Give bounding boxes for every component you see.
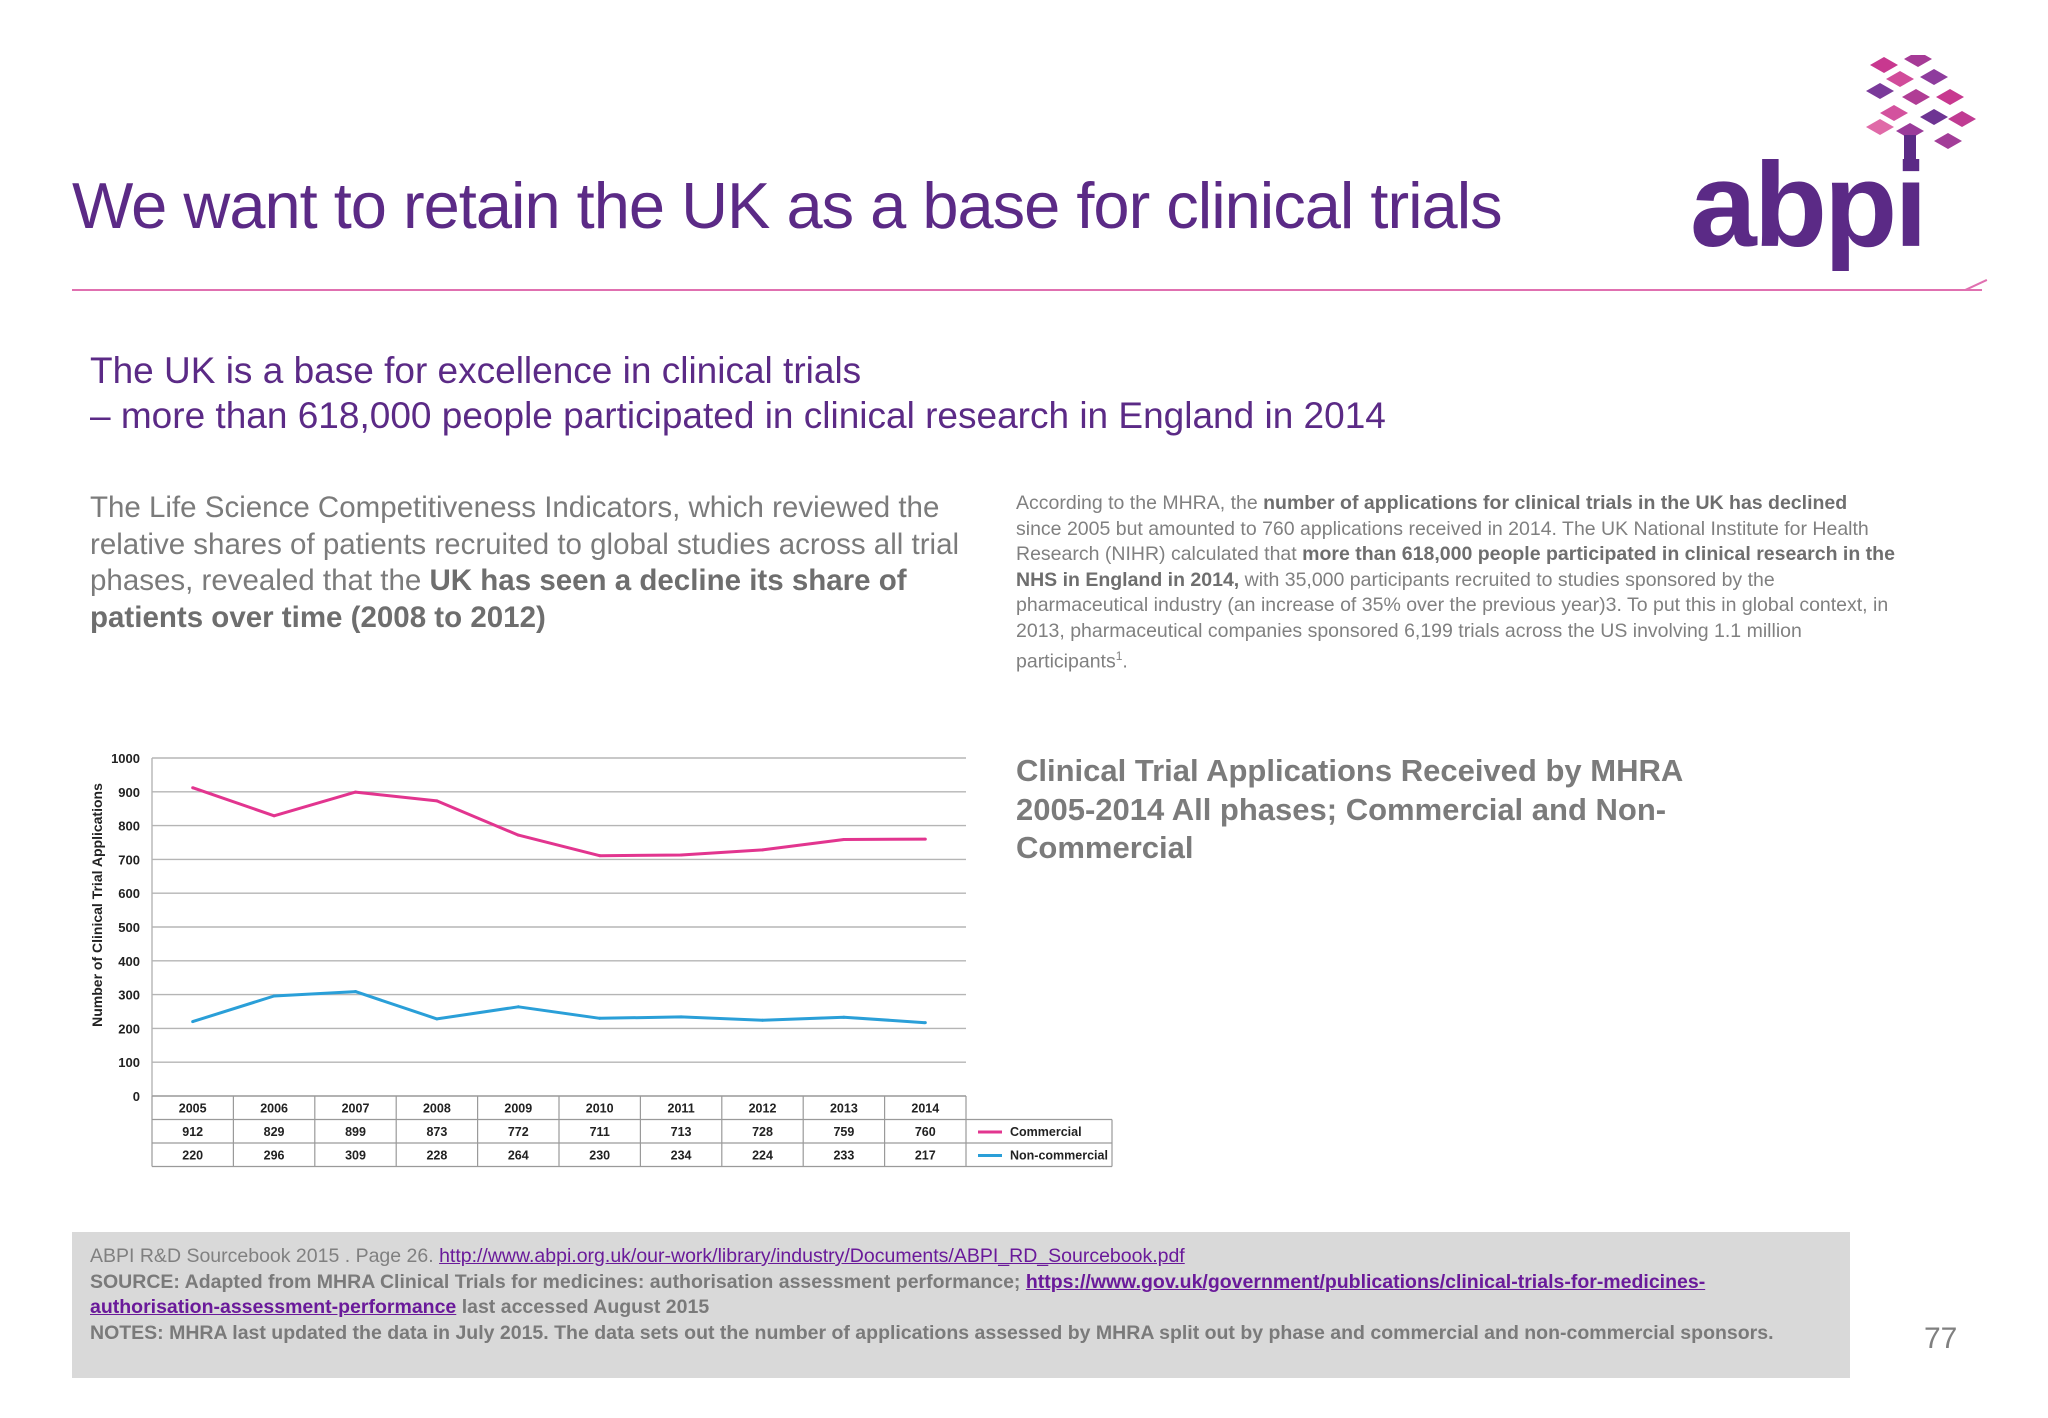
page-title: We want to retain the UK as a base for c… <box>72 169 1503 242</box>
subheading-line-1: The UK is a base for excellence in clini… <box>90 350 862 391</box>
data-point-commercial <box>272 814 276 818</box>
right-paragraph: According to the MHRA, the number of app… <box>1016 491 1896 675</box>
data-label: 711 <box>590 1125 610 1139</box>
data-label: 217 <box>915 1149 936 1163</box>
y-tick-label: 700 <box>118 852 140 867</box>
footer-ref-text: ABPI R&D Sourcebook 2015 . Page 26. <box>90 1245 440 1267</box>
data-point-commercial <box>354 790 357 794</box>
data-point-non-commercial <box>761 1018 764 1022</box>
data-label: 309 <box>345 1149 366 1163</box>
data-label: 264 <box>508 1149 529 1163</box>
y-tick-label: 800 <box>118 819 140 834</box>
right-text-4: . <box>1122 650 1128 673</box>
footer-source-tail: last accessed August 2015 <box>456 1296 710 1318</box>
x-tick-label: 2013 <box>830 1102 858 1116</box>
data-point-commercial <box>435 799 439 803</box>
x-tick-label: 2014 <box>911 1102 939 1116</box>
data-point-non-commercial <box>435 1017 439 1021</box>
right-footnote-ref: 1 <box>1115 649 1123 663</box>
chart-y-axis-label: Number of Clinical Trial Applications <box>89 783 105 1027</box>
footer-source-text: SOURCE: Adapted from MHRA Clinical Trial… <box>90 1270 1026 1293</box>
data-label: 234 <box>671 1149 692 1163</box>
logo-text: abpi <box>1690 138 1928 272</box>
data-label: 760 <box>915 1125 936 1139</box>
left-paragraph-text: The Life Science Competitiveness Indicat… <box>90 491 960 597</box>
x-tick-label: 2005 <box>179 1102 207 1116</box>
left-paragraph: The Life Science Competitiveness Indicat… <box>90 490 995 636</box>
x-tick-label: 2012 <box>749 1102 777 1116</box>
line-chart: 0 100 200 300 400 500 600 700 800 900 1000 Number … <box>89 751 1113 1168</box>
data-label: 713 <box>671 1125 692 1139</box>
data-point-commercial <box>842 837 846 841</box>
header-divider <box>72 289 1982 291</box>
x-tick-label: 2007 <box>342 1102 370 1116</box>
abpi-logo: abpi <box>1690 55 1990 270</box>
data-label: 772 <box>508 1125 529 1139</box>
page-number: 77 <box>1924 1322 1958 1355</box>
data-label: 829 <box>264 1125 285 1139</box>
data-label: 899 <box>345 1125 366 1139</box>
data-point-non-commercial <box>679 1015 683 1019</box>
right-text-2: since 2005 but amounted to 760 applicati… <box>1016 517 1869 566</box>
data-point-commercial <box>761 848 764 852</box>
y-tick-label: 200 <box>118 1021 140 1036</box>
data-point-non-commercial <box>923 1021 927 1025</box>
footer-line-1: ABPI R&D Sourcebook 2015 . Page 26. http… <box>90 1244 1832 1270</box>
footer-source: SOURCE: Adapted from MHRA Clinical Trial… <box>90 1270 1832 1321</box>
data-label: 728 <box>752 1125 773 1139</box>
data-point-commercial <box>923 837 927 841</box>
y-tick-label: 300 <box>118 988 140 1003</box>
y-tick-label: 500 <box>118 920 140 935</box>
footer-notes: NOTES: MHRA last updated the data in Jul… <box>90 1321 1832 1347</box>
series-line-non-commercial <box>192 990 926 1025</box>
data-label: 220 <box>182 1149 203 1163</box>
legend-label: Non-commercial <box>1010 1149 1108 1163</box>
data-point-non-commercial <box>842 1015 846 1019</box>
data-label: 296 <box>264 1149 285 1163</box>
data-point-commercial <box>679 853 683 857</box>
data-label: 228 <box>426 1149 447 1163</box>
footer-notes-text: NOTES: MHRA last updated the data in Jul… <box>90 1321 1774 1344</box>
y-tick-label: 1000 <box>111 751 140 766</box>
x-tick-label: 2009 <box>504 1102 532 1116</box>
y-tick-label: 900 <box>118 785 140 800</box>
legend-label: Commercial <box>1010 1125 1082 1139</box>
y-tick-label: 600 <box>118 886 140 901</box>
data-point-commercial <box>516 833 520 837</box>
left-paragraph-bold: UK has seen a decline its share of patie… <box>90 564 907 634</box>
data-point-non-commercial <box>272 994 276 998</box>
x-tick-label: 2010 <box>586 1102 614 1116</box>
data-point-commercial <box>598 854 602 858</box>
data-label: 233 <box>833 1149 854 1163</box>
y-tick-label: 0 <box>133 1089 140 1104</box>
series-line-commercial <box>192 786 926 858</box>
right-text-1: According to the MHRA, the <box>1016 492 1264 514</box>
chart-heading: Clinical Trial Applications Received by … <box>1016 753 1683 865</box>
data-label: 759 <box>833 1125 854 1139</box>
x-tick-label: 2008 <box>423 1102 451 1116</box>
x-tick-label: 2006 <box>260 1102 288 1116</box>
data-point-non-commercial <box>598 1016 602 1020</box>
data-label: 912 <box>182 1125 203 1139</box>
gov-uk-link[interactable]: https://www.gov.uk/government/publicatio… <box>90 1270 1706 1319</box>
subheading-line-2: – more than 618,000 people participated … <box>90 395 1386 436</box>
y-tick-label: 400 <box>118 954 140 969</box>
right-bold-1: number of applications for clinical tria… <box>1263 492 1848 514</box>
right-bold-2: more than 618,000 people participated in… <box>1016 543 1895 591</box>
footer-sources: ABPI R&D Sourcebook 2015 . Page 26. http… <box>72 1232 1850 1378</box>
logo-tree-icon <box>1866 55 1976 165</box>
data-label: 224 <box>752 1149 773 1163</box>
sourcebook-link[interactable]: http://www.abpi.org.uk/our-work/library/… <box>439 1245 1185 1267</box>
data-label: 873 <box>426 1125 447 1139</box>
data-label: 230 <box>589 1149 610 1163</box>
data-point-non-commercial <box>354 990 357 994</box>
data-point-commercial <box>191 786 195 790</box>
subheading: The UK is a base for excellence in clini… <box>90 348 1510 438</box>
right-text-3: with 35,000 participants recruited to st… <box>1016 568 1889 673</box>
x-tick-label: 2011 <box>668 1102 695 1116</box>
y-tick-label: 100 <box>118 1055 140 1070</box>
data-point-non-commercial <box>516 1005 520 1009</box>
data-point-non-commercial <box>191 1020 195 1024</box>
